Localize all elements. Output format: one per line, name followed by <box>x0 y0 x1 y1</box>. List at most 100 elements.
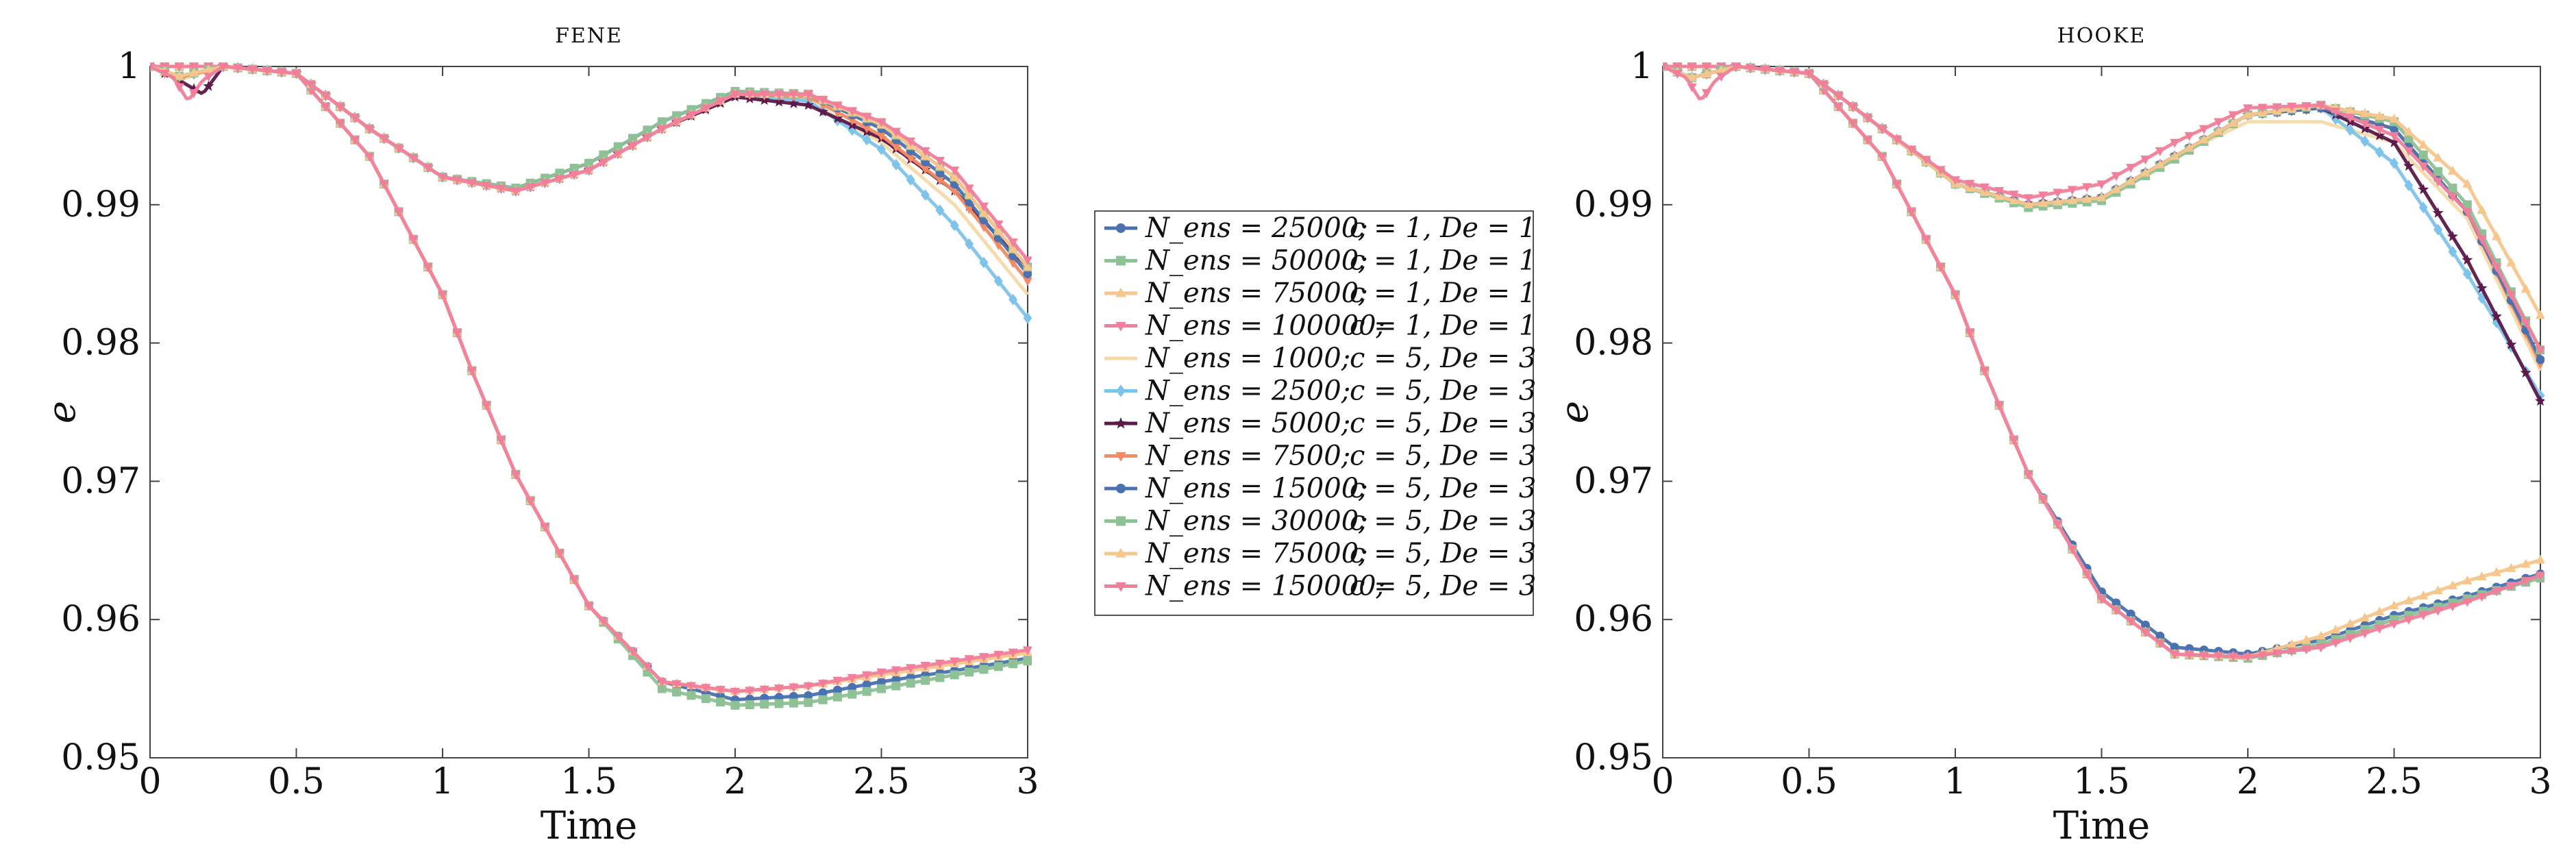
data-point <box>598 158 608 168</box>
data-point <box>218 62 228 72</box>
data-point <box>2433 606 2443 616</box>
data-point <box>2155 631 2165 641</box>
data-point <box>2448 184 2457 193</box>
data-point <box>291 69 301 79</box>
data-point <box>2389 113 2399 123</box>
data-point <box>1848 119 1858 129</box>
data-point <box>2403 160 2414 171</box>
data-point <box>906 174 915 186</box>
data-point <box>203 73 214 82</box>
data-point <box>2462 178 2473 188</box>
legend-item: N_ens = 25000;c = 1, De = 1 <box>1104 212 1536 244</box>
data-point <box>584 602 594 611</box>
data-point <box>2462 575 2473 584</box>
data-point <box>847 689 857 699</box>
data-point <box>1965 180 1975 189</box>
data-point <box>2345 634 2355 643</box>
legend-label: N_ens = 2500; <box>1145 375 1350 407</box>
data-point <box>2038 197 2048 207</box>
data-point <box>2389 132 2399 141</box>
data-point <box>906 153 916 163</box>
data-point <box>2447 580 2458 590</box>
data-point <box>2418 611 2429 621</box>
data-point <box>335 103 345 112</box>
data-point <box>408 153 419 163</box>
legend-item: N_ens = 75000;c = 5, De = 3 <box>1104 538 1536 569</box>
data-point <box>1979 183 1990 193</box>
legend-item: N_ens = 75000;c = 1, De = 1 <box>1104 277 1536 309</box>
data-point <box>2140 628 2151 638</box>
data-point <box>1892 180 1902 190</box>
data-point <box>934 176 945 186</box>
data-point <box>174 71 184 80</box>
data-point <box>877 677 886 687</box>
legend-params: c = 5, De = 3 <box>1350 538 1536 569</box>
data-point <box>2038 495 2048 505</box>
legend-params: c = 1, De = 1 <box>1350 212 1536 244</box>
data-point <box>964 655 974 665</box>
data-point <box>2214 126 2224 136</box>
data-point <box>862 671 872 680</box>
data-point <box>2111 598 2121 608</box>
data-point <box>584 166 594 176</box>
chart-title: HOOKE <box>2057 24 2146 48</box>
x-tick-label: 1.5 <box>2073 761 2130 802</box>
data-point <box>832 692 842 702</box>
data-point <box>950 166 960 176</box>
data-point <box>2126 175 2136 185</box>
data-point <box>437 291 448 300</box>
data-point <box>993 275 1003 287</box>
data-point <box>2375 606 2385 616</box>
data-point <box>965 667 974 677</box>
series-line <box>1663 64 2542 351</box>
data-point <box>1950 176 1961 186</box>
data-point <box>803 90 813 100</box>
data-point <box>1921 236 1931 245</box>
data-point <box>2418 201 2428 214</box>
data-point <box>642 663 653 672</box>
data-point <box>2433 585 2443 595</box>
data-point <box>789 683 799 693</box>
data-point <box>832 101 843 111</box>
data-point <box>950 171 960 181</box>
x-tick-label: 1 <box>431 761 454 802</box>
data-point <box>979 256 989 269</box>
data-point <box>2242 109 2253 119</box>
data-point <box>818 695 828 704</box>
data-point <box>335 119 345 129</box>
data-point <box>2140 167 2151 177</box>
data-point <box>920 147 930 156</box>
data-point <box>1022 646 1032 656</box>
legend-params: c = 5, De = 3 <box>1350 343 1536 374</box>
legend-marker <box>1116 384 1126 397</box>
data-point <box>934 659 945 669</box>
data-point <box>2491 263 2502 273</box>
data-point <box>2023 194 2033 203</box>
data-point <box>993 662 1003 671</box>
data-point <box>2330 624 2341 634</box>
data-point <box>2330 639 2341 648</box>
legend-marker <box>1115 582 1126 592</box>
legend-label: N_ens = 5000; <box>1145 408 1350 439</box>
data-point <box>2141 620 2151 630</box>
data-point <box>979 665 989 674</box>
data-point <box>2404 180 2414 191</box>
data-point <box>2316 101 2326 111</box>
data-point <box>379 180 389 190</box>
data-point <box>2521 577 2531 587</box>
data-point <box>569 164 579 173</box>
data-point <box>876 132 887 141</box>
data-point <box>847 124 857 136</box>
data-point <box>525 497 536 506</box>
data-point <box>847 674 857 683</box>
data-point <box>877 684 886 693</box>
x-tick-label: 1 <box>1944 761 1966 802</box>
series-line <box>1663 64 2542 365</box>
data-point <box>847 116 857 126</box>
data-point <box>657 684 667 693</box>
data-point <box>2476 282 2488 293</box>
data-point <box>2433 223 2443 236</box>
data-point <box>2067 195 2077 204</box>
data-point <box>150 62 156 72</box>
data-point <box>2506 291 2516 300</box>
